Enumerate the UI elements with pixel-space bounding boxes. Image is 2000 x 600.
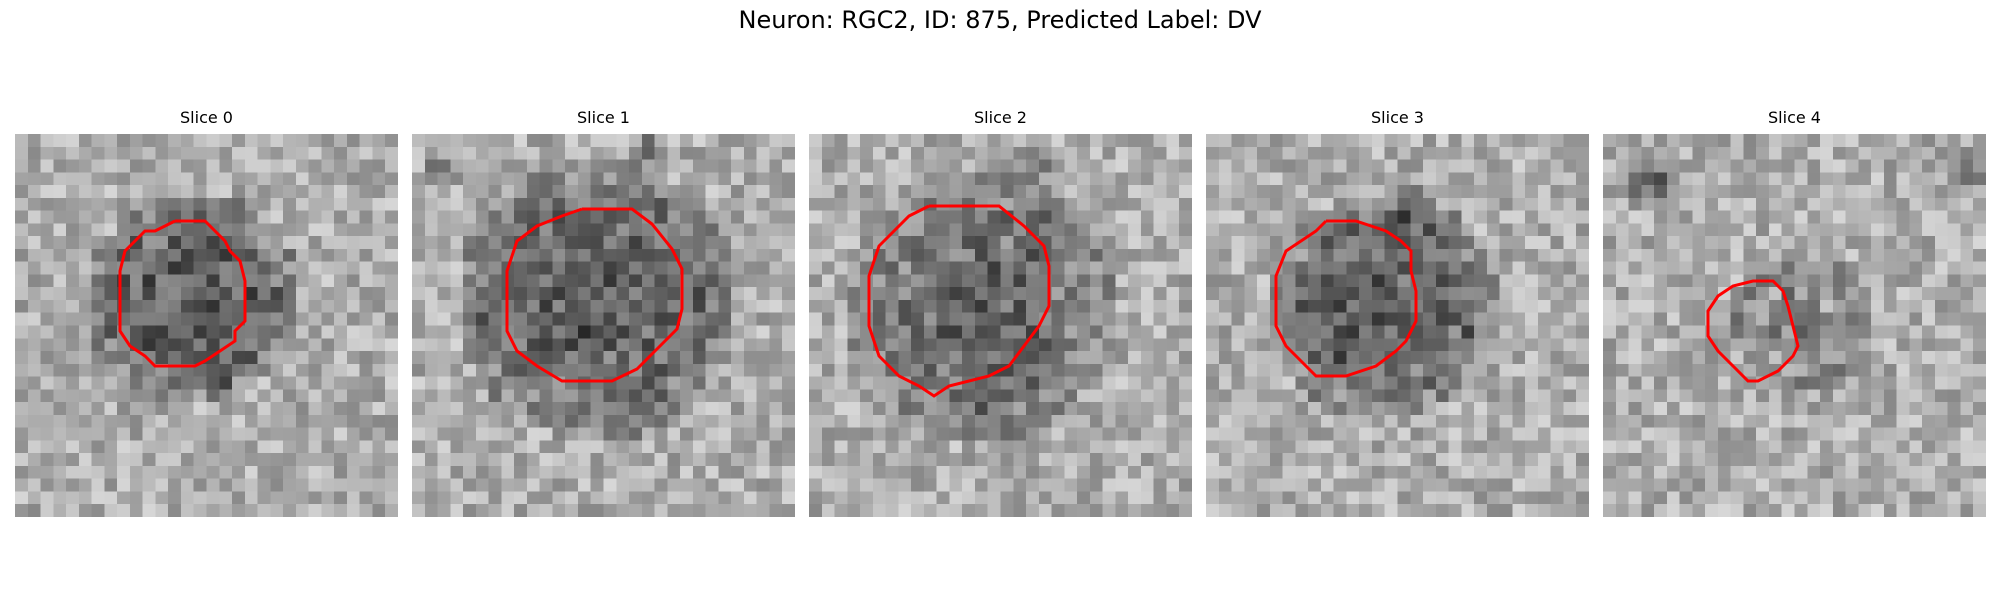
grayscale-microscopy-image — [15, 134, 398, 517]
cell-outline — [505, 207, 684, 383]
grayscale-microscopy-image — [1206, 134, 1589, 517]
slice-title: Slice 1 — [577, 108, 630, 127]
slice-image — [809, 134, 1192, 517]
slice-title: Slice 4 — [1768, 108, 1821, 127]
grayscale-microscopy-image — [1603, 134, 1986, 517]
grayscale-microscopy-image — [809, 134, 1192, 517]
slice-image — [1603, 134, 1986, 517]
cell-outline — [118, 219, 247, 368]
grayscale-microscopy-image — [412, 134, 795, 517]
figure-title: Neuron: RGC2, ID: 875, Predicted Label: … — [738, 6, 1262, 34]
slice-image — [1206, 134, 1589, 517]
slice-title: Slice 3 — [1371, 108, 1424, 127]
cell-outline — [1274, 219, 1418, 378]
cell-outline — [867, 204, 1051, 398]
slice-title: Slice 0 — [180, 108, 233, 127]
cell-outline — [1706, 279, 1800, 383]
slice-image — [15, 134, 398, 517]
slice-image — [412, 134, 795, 517]
slice-title: Slice 2 — [974, 108, 1027, 127]
